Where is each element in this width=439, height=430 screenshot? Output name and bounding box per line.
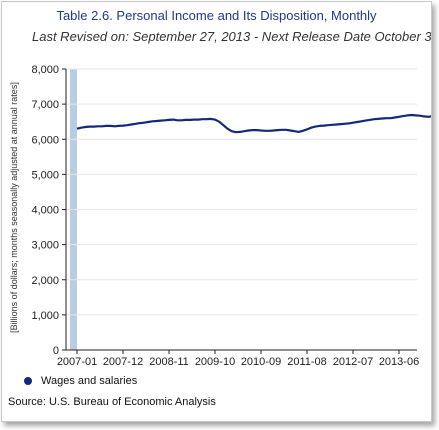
y-tick-label: 3,000 [31, 240, 59, 252]
y-tick-label: 6,000 [31, 134, 59, 146]
y-axis-title: [Billions of dollars; months seasonally … [9, 82, 19, 333]
y-tick-label: 0 [53, 345, 59, 357]
legend-label: Wages and salaries [41, 375, 138, 387]
y-tick-label: 2,000 [31, 275, 59, 287]
x-tick-label: 2012-07 [333, 356, 373, 368]
x-tick-label: 2011-08 [287, 356, 327, 368]
x-tick-label: 2013-06 [379, 356, 419, 368]
series-line [76, 113, 431, 134]
legend-marker-icon [24, 377, 32, 385]
y-tick-label: 4,000 [31, 205, 59, 217]
chart-frame: Table 2.6. Personal Income and Its Dispo… [1, 1, 432, 422]
x-tick-label: 2007-12 [103, 356, 143, 368]
line-chart: 0 1,000 2,000 3,000 4,000 5,000 6,000 7,000 8,00… [9, 64, 431, 368]
y-tick-label: 8,000 [31, 64, 59, 76]
x-tick-label: 2010-09 [241, 356, 281, 368]
y-tick-label: 7,000 [31, 99, 59, 111]
legend[interactable]: Wages and salaries [24, 375, 137, 387]
y-tick-label: 5,000 [31, 169, 59, 181]
source-note: Source: U.S. Bureau of Economic Analysis [8, 396, 216, 408]
x-tick-label: 2007-01 [57, 356, 97, 368]
chart-title: Table 2.6. Personal Income and Its Dispo… [56, 8, 377, 23]
chart-subtitle: Last Revised on: September 27, 2013 - Ne… [32, 29, 432, 44]
x-tick-label: 2008-11 [149, 356, 189, 368]
y-tick-label: 1,000 [31, 310, 59, 322]
x-tick-label: 2009-10 [195, 356, 235, 368]
